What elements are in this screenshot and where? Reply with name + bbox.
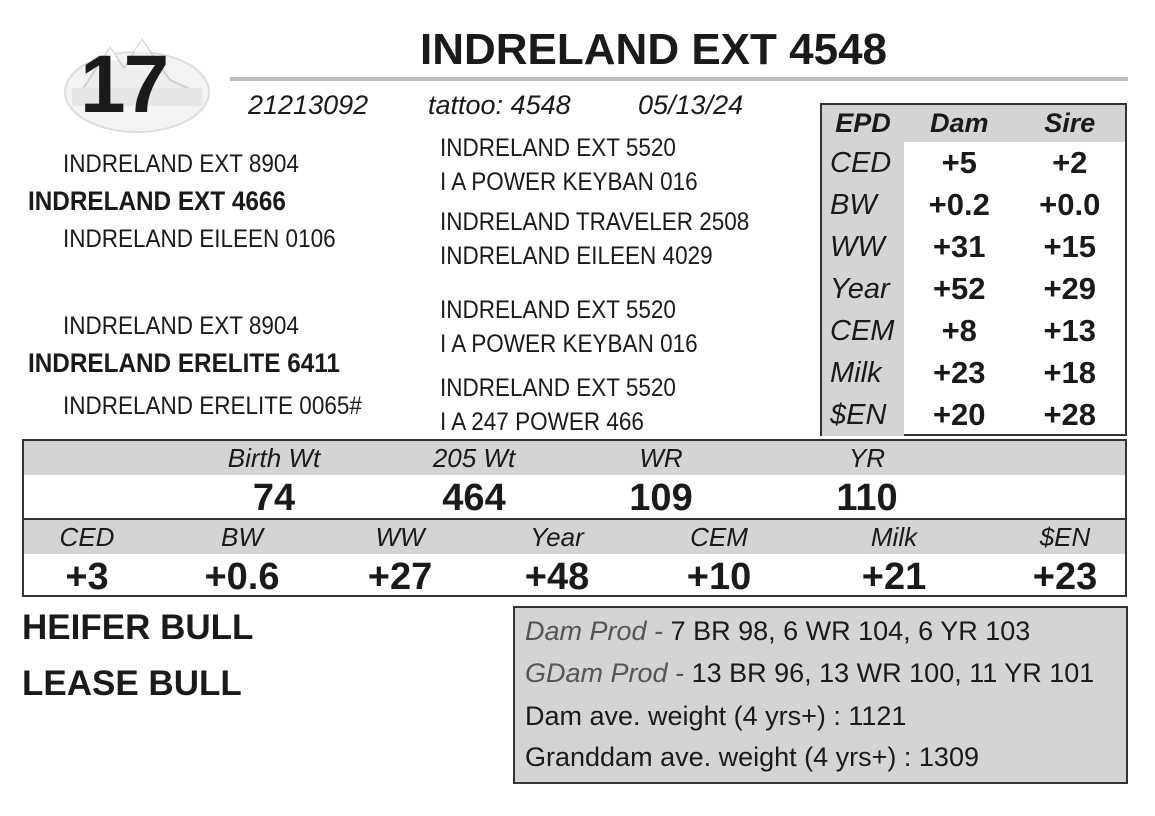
dam-weight: Dam ave. weight (4 yrs+) : 1121 [525, 701, 907, 731]
epd-label: CED [822, 142, 904, 184]
ancestor-8: I A 247 POWER 466 [440, 408, 644, 436]
sire-dam: INDRELAND EILEEN 0106 [63, 225, 336, 253]
epd-label: BW [822, 184, 904, 226]
epd-sire-value: +15 [1043, 229, 1097, 264]
dam-prod-label: Dam Prod - [525, 616, 664, 646]
epd-label: WW [822, 226, 904, 268]
epd-label-band [24, 520, 1125, 554]
dam-dam: INDRELAND ERELITE 0065# [63, 392, 362, 420]
epd-dam-value: +8 [941, 313, 977, 348]
performance-label-band [24, 441, 1125, 475]
yr-label: YR [848, 443, 886, 473]
ancestor-6: I A POWER KEYBAN 016 [440, 330, 698, 358]
band-divider [24, 518, 1125, 520]
epd-sire-value: +18 [1043, 355, 1097, 390]
epd-table: EPD Dam Sire CED +5 +2 BW +0.2 +0.0 WW +… [820, 103, 1127, 436]
own-cem-label: CEM [690, 522, 748, 552]
epd-row: Year +52 +29 [822, 268, 1125, 310]
dam: INDRELAND ERELITE 6411 [28, 348, 340, 378]
205-wt-value: 464 [442, 477, 506, 519]
animal-name: INDRELAND EXT 4548 [420, 25, 888, 74]
gdam-prod-label: GDam Prod - [525, 658, 685, 688]
registration-number: 21213092 [248, 90, 369, 120]
lot-number: 17 [80, 39, 169, 130]
epd-label: $EN [822, 394, 904, 436]
production-panel: Dam Prod - 7 BR 98, 6 WR 104, 6 YR 103 G… [513, 606, 1128, 784]
epd-header-sire: Sire [1014, 105, 1125, 142]
own-milk-label: Milk [870, 522, 918, 552]
own-year-value: +48 [524, 556, 590, 598]
ancestor-1: INDRELAND EXT 5520 [440, 134, 676, 162]
sire: INDRELAND EXT 4666 [28, 186, 286, 216]
birth-wt-value: 74 [252, 477, 296, 519]
own-en-value: +23 [1032, 556, 1098, 598]
ancestor-2: I A POWER KEYBAN 016 [440, 168, 698, 196]
epd-dam-value: +31 [932, 229, 986, 264]
epd-sire-value: +28 [1043, 397, 1097, 432]
tattoo: tattoo: 4548 [428, 90, 571, 120]
ancestor-5: INDRELAND EXT 5520 [440, 296, 676, 324]
epd-row: CED +5 +2 [822, 142, 1125, 184]
own-bw-label: BW [221, 522, 263, 552]
own-en-label: $EN [1039, 522, 1091, 552]
birth-wt-label: Birth Wt [227, 443, 321, 473]
dam-prod-line: Dam Prod - 7 BR 98, 6 WR 104, 6 YR 103 [525, 616, 1030, 647]
heifer-bull-tag: HEIFER BULL [22, 608, 254, 647]
epd-header-epd: EPD [822, 105, 904, 142]
birth-date: 05/13/24 [638, 90, 744, 120]
epd-sire-value: +13 [1043, 313, 1097, 348]
granddam-weight: Granddam ave. weight (4 yrs+) : 1309 [525, 742, 979, 772]
ranch-logo [64, 38, 210, 133]
wr-value: 109 [629, 477, 693, 519]
gdam-prod-line: GDam Prod - 13 BR 96, 13 WR 100, 11 YR 1… [525, 658, 1094, 689]
epd-sire-value: +0.0 [1039, 187, 1101, 222]
own-ww-label: WW [375, 522, 425, 552]
own-year-label: Year [530, 522, 584, 552]
ancestor-3: INDRELAND TRAVELER 2508 [440, 208, 750, 236]
epd-dam-value: +5 [941, 145, 977, 180]
epd-label: Milk [822, 352, 904, 394]
performance-panel: Birth Wt 205 Wt WR YR 74 464 109 110 CED… [22, 439, 1127, 598]
epd-row: CEM +8 +13 [822, 310, 1125, 352]
epd-sire-value: +2 [1052, 145, 1088, 180]
ancestor-4: INDRELAND EILEEN 4029 [440, 242, 713, 270]
own-ww-value: +27 [367, 556, 433, 598]
wr-label: WR [639, 443, 683, 473]
ancestor-7: INDRELAND EXT 5520 [440, 374, 676, 402]
dam-sire: INDRELAND EXT 8904 [63, 312, 299, 340]
epd-header-row: EPD Dam Sire [822, 105, 1125, 142]
own-ced-value: +3 [65, 556, 109, 598]
title-divider [230, 77, 1128, 81]
epd-row: BW +0.2 +0.0 [822, 184, 1125, 226]
own-bw-value: +0.6 [204, 556, 280, 598]
epd-row: WW +31 +15 [822, 226, 1125, 268]
epd-row: Milk +23 +18 [822, 352, 1125, 394]
lease-bull-tag: LEASE BULL [22, 664, 242, 703]
epd-label: CEM [822, 310, 904, 352]
epd-sire-value: +29 [1043, 271, 1097, 306]
dam-prod-value: 7 BR 98, 6 WR 104, 6 YR 103 [670, 616, 1031, 646]
gdam-prod-value: 13 BR 96, 13 WR 100, 11 YR 101 [691, 658, 1095, 688]
sire-sire: INDRELAND EXT 8904 [63, 150, 299, 178]
epd-label: Year [822, 268, 904, 310]
own-ced-label: CED [59, 522, 115, 552]
epd-dam-value: +0.2 [928, 187, 990, 222]
own-milk-value: +21 [861, 556, 927, 598]
yr-value: 110 [836, 477, 898, 519]
205-wt-label: 205 Wt [432, 443, 516, 473]
epd-dam-value: +23 [932, 355, 986, 390]
epd-row: $EN +20 +28 [822, 394, 1125, 436]
epd-dam-value: +20 [932, 397, 986, 432]
own-cem-value: +10 [686, 556, 752, 598]
epd-header-dam: Dam [904, 105, 1015, 142]
epd-dam-value: +52 [932, 271, 986, 306]
